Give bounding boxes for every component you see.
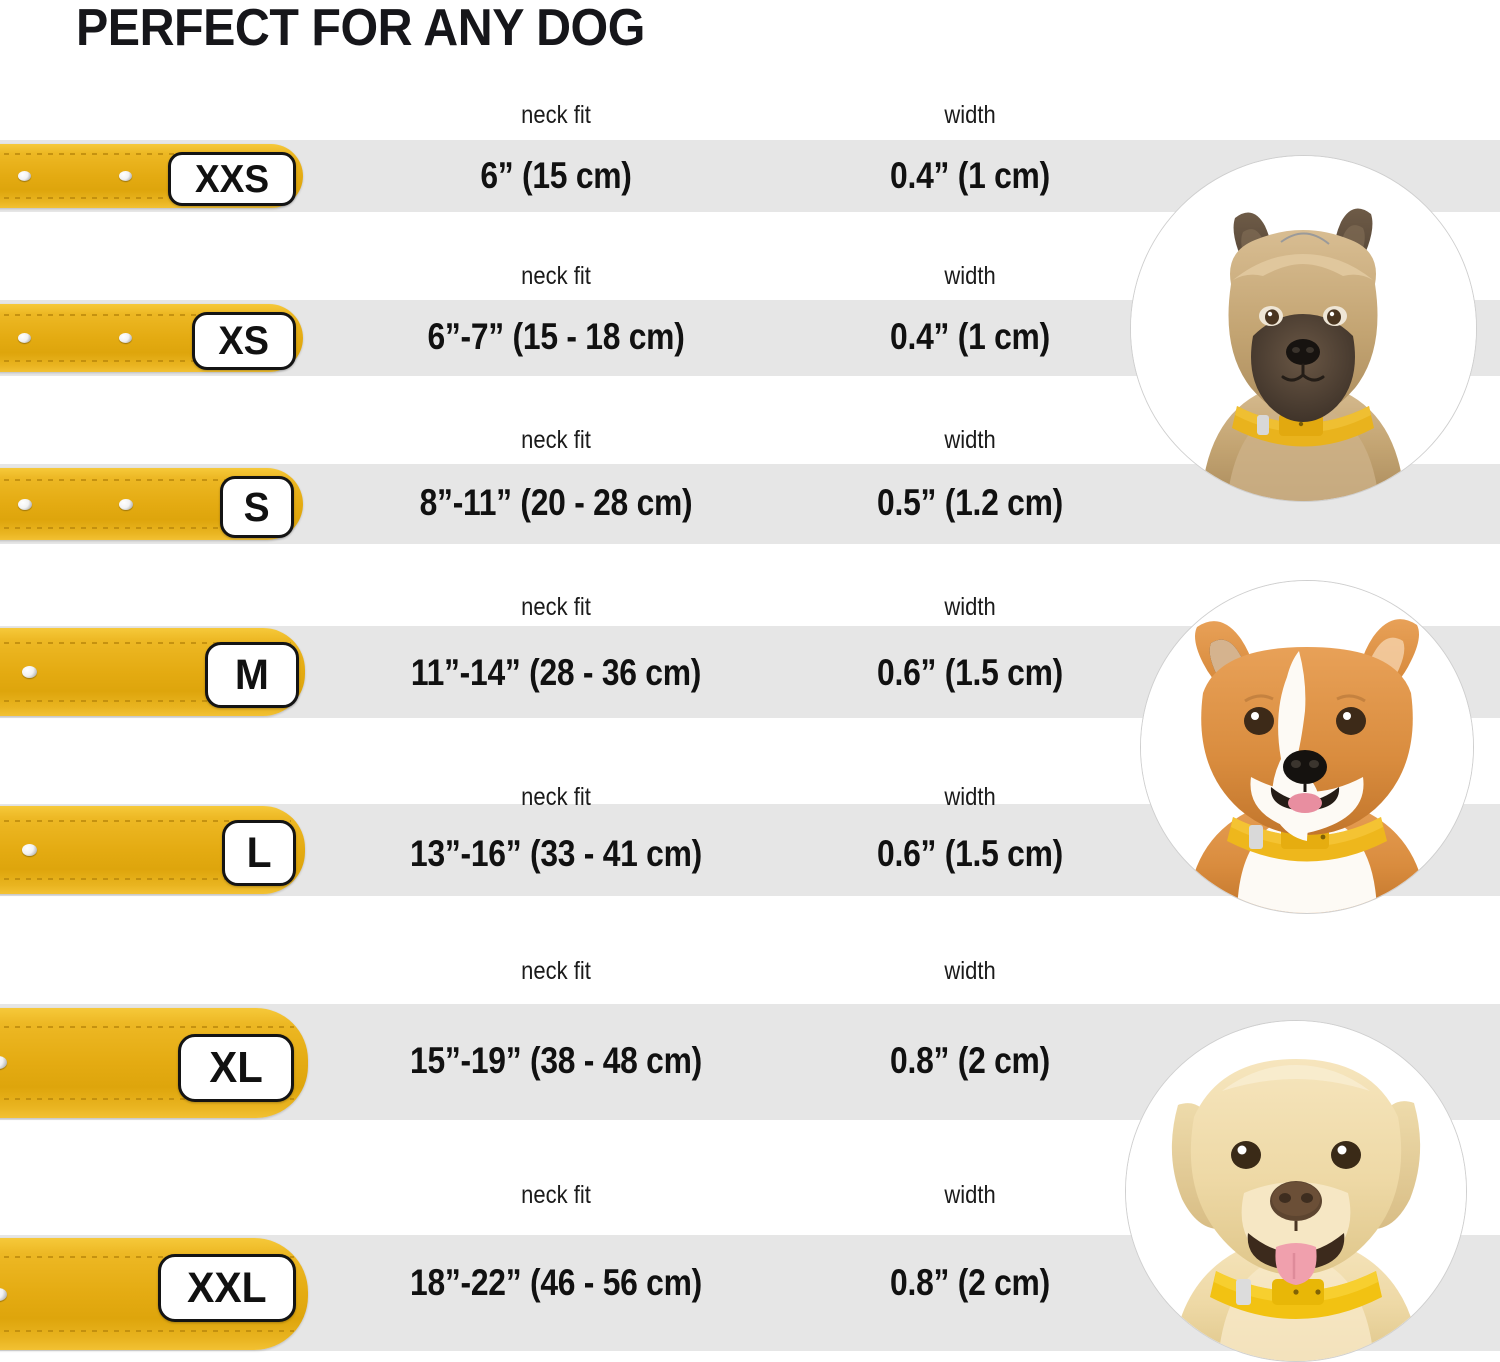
stitch-line-top xyxy=(0,314,289,316)
size-badge-xxl: XXL xyxy=(158,1254,296,1322)
stitch-line-top xyxy=(0,479,289,481)
size-badge-l: L xyxy=(222,820,296,886)
neck-fit-header: neck fit xyxy=(521,426,591,454)
stitch-line-bottom xyxy=(0,527,289,529)
stitch-line-bottom xyxy=(0,360,289,362)
neck-fit-value: 6”-7” (15 - 18 cm) xyxy=(427,316,685,357)
neck-fit-header: neck fit xyxy=(521,101,591,129)
labrador-photo xyxy=(1125,1020,1467,1362)
collar-eyelet xyxy=(0,1056,7,1069)
stitch-line-top xyxy=(0,1026,294,1028)
size-badge-label: XL xyxy=(209,1043,263,1092)
width-value: 0.6” (1.5 cm) xyxy=(877,833,1063,874)
labrador-illustration xyxy=(1126,1021,1466,1361)
width-value: 0.5” (1.2 cm) xyxy=(877,482,1063,523)
stitch-line-bottom xyxy=(0,700,291,702)
width-value: 0.6” (1.5 cm) xyxy=(877,652,1063,693)
width-header: width xyxy=(944,1181,996,1209)
size-badge-label: XXL xyxy=(187,1263,267,1312)
collar-eyelet xyxy=(18,171,31,181)
stitch-line-bottom xyxy=(0,1330,294,1332)
width-header: width xyxy=(944,957,996,985)
terrier-illustration xyxy=(1131,156,1476,501)
size-badge-label: M xyxy=(234,650,270,699)
stitch-line-bottom xyxy=(0,197,289,199)
neck-fit-header: neck fit xyxy=(521,783,591,811)
width-header: width xyxy=(944,426,996,454)
width-value: 0.4” (1 cm) xyxy=(890,155,1050,196)
size-badge-label: XXS xyxy=(194,157,270,201)
size-badge-m: M xyxy=(205,642,299,708)
neck-fit-header: neck fit xyxy=(521,957,591,985)
size-badge-xs: XS xyxy=(192,312,296,370)
stitch-line-top xyxy=(0,820,291,822)
width-header: width xyxy=(944,593,996,621)
corgi-illustration xyxy=(1141,581,1473,913)
size-badge-label: XS xyxy=(218,319,270,363)
width-value: 0.8” (2 cm) xyxy=(890,1262,1050,1303)
neck-fit-value: 18”-22” (46 - 56 cm) xyxy=(410,1262,702,1303)
size-badge-label: L xyxy=(246,828,272,877)
width-value: 0.8” (2 cm) xyxy=(890,1040,1050,1081)
stitch-line-bottom xyxy=(0,878,291,880)
page-title: PERFECT FOR ANY DOG xyxy=(76,0,645,57)
collar-eyelet xyxy=(22,844,37,856)
size-badge-label: S xyxy=(243,483,270,530)
neck-fit-value: 13”-16” (33 - 41 cm) xyxy=(410,833,702,874)
size-badge-s: S xyxy=(220,476,294,538)
collar-eyelet xyxy=(18,333,31,343)
neck-fit-header: neck fit xyxy=(521,593,591,621)
collar-eyelet xyxy=(119,499,133,510)
neck-fit-header: neck fit xyxy=(521,262,591,290)
neck-fit-value: 15”-19” (38 - 48 cm) xyxy=(410,1040,702,1081)
width-header: width xyxy=(944,783,996,811)
stitch-line-bottom xyxy=(0,1098,294,1100)
collar-eyelet xyxy=(119,171,132,181)
neck-fit-header: neck fit xyxy=(521,1181,591,1209)
width-header: width xyxy=(944,101,996,129)
collar-eyelet xyxy=(119,333,132,343)
corgi-photo xyxy=(1140,580,1474,914)
neck-fit-value: 8”-11” (20 - 28 cm) xyxy=(419,482,693,523)
neck-fit-value: 6” (15 cm) xyxy=(480,155,632,196)
width-value: 0.4” (1 cm) xyxy=(890,316,1050,357)
stitch-line-top xyxy=(0,153,289,155)
stitch-line-top xyxy=(0,1256,294,1258)
stitch-line-top xyxy=(0,642,291,644)
size-badge-xxs: XXS xyxy=(168,152,296,206)
size-badge-xl: XL xyxy=(178,1034,294,1102)
collar-eyelet xyxy=(18,499,32,510)
collar-eyelet xyxy=(0,1288,7,1301)
terrier-photo xyxy=(1130,155,1477,502)
neck-fit-value: 11”-14” (28 - 36 cm) xyxy=(410,652,702,693)
collar-eyelet xyxy=(22,666,37,678)
width-header: width xyxy=(944,262,996,290)
